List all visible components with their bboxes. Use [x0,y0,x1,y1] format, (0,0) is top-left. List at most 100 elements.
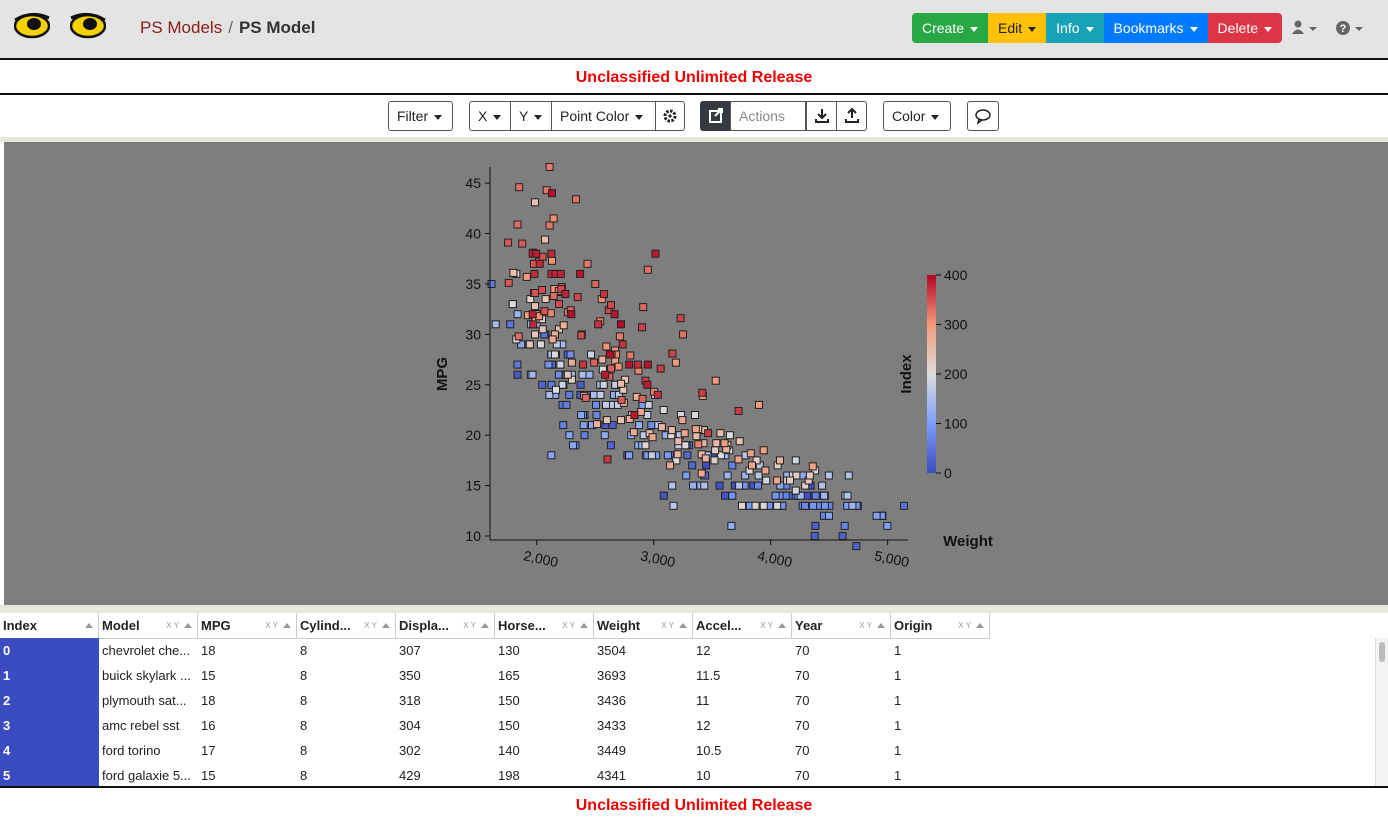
scatter-point[interactable] [725,431,734,440]
scatter-point[interactable] [548,256,556,265]
scatter-point[interactable] [573,293,582,302]
scatter-point[interactable] [565,390,574,399]
scatter-point[interactable] [683,451,692,460]
scatter-point[interactable] [692,432,701,441]
scatter-point[interactable] [691,425,700,434]
upload-button[interactable] [836,101,867,131]
scatter-point[interactable] [900,501,908,510]
scatter-point[interactable] [716,429,725,438]
scatter-point[interactable] [569,441,577,450]
scatter-point[interactable] [602,400,610,409]
breadcrumb-root-link[interactable]: PS Models [140,18,223,37]
scatter-point[interactable] [773,501,782,510]
scatter-point[interactable] [711,376,720,385]
scatter-point[interactable] [647,451,656,460]
scatter-point[interactable] [547,380,556,389]
scatter-point[interactable] [583,259,592,268]
scatter-point[interactable] [549,214,558,223]
comment-button[interactable] [967,101,999,131]
scatter-point[interactable] [598,355,607,364]
scatter-point[interactable] [805,471,814,480]
scatter-point[interactable] [587,350,595,359]
scatter-point[interactable] [561,290,570,298]
scatter-point[interactable] [538,380,547,389]
scatter-point[interactable] [618,340,627,349]
scatter-point[interactable] [791,456,800,465]
scatter-point[interactable] [700,481,709,490]
scatter-point[interactable] [701,454,710,463]
xy-selector[interactable]: X Y [760,621,773,630]
scatter-point[interactable] [704,429,713,438]
scatter-point[interactable] [522,272,531,281]
column-header-displacement[interactable]: Displa... X Y [396,613,495,638]
scatter-point[interactable] [592,411,601,419]
scatter-point[interactable] [633,360,642,369]
open-external-button[interactable] [700,101,731,131]
scatter-point[interactable] [759,446,768,455]
scatter-point[interactable] [610,310,619,319]
sort-arrow-icon[interactable] [778,623,786,628]
scatter-point[interactable] [808,462,817,471]
scatter-point[interactable] [698,388,707,397]
scatter-point[interactable] [638,394,647,403]
scatter-point[interactable] [723,471,732,480]
scatter-point[interactable] [617,416,625,425]
info-button[interactable]: Info [1046,13,1104,43]
scatter-point[interactable] [515,183,524,192]
scatter-point[interactable] [838,532,847,540]
scatter-point[interactable] [666,461,675,470]
scatter-point[interactable] [552,340,561,349]
column-header-mpg[interactable]: MPG X Y [198,613,297,638]
scatter-point[interactable] [715,481,724,490]
scatter-point[interactable] [659,406,668,414]
scatter-point[interactable] [579,421,588,430]
column-header-model[interactable]: Model X Y [99,613,198,638]
scatter-point[interactable] [531,330,539,339]
scatter-point[interactable] [544,360,553,369]
scatter-point[interactable] [656,364,665,373]
scatter-point[interactable] [600,431,609,440]
edit-button[interactable]: Edit [988,13,1047,43]
scatter-point[interactable] [552,385,560,394]
splitter[interactable] [0,137,1388,142]
scatter-point[interactable] [545,390,554,399]
scatter-point[interactable] [754,471,763,480]
scatter-point[interactable] [720,439,729,448]
scatter-point[interactable] [513,370,522,379]
column-header-year[interactable]: Year X Y [792,613,891,638]
scatter-point[interactable] [608,421,617,430]
scatter-point[interactable] [596,390,605,399]
scatter-point[interactable] [581,393,590,402]
scatter-point[interactable] [590,390,598,399]
scatter-point[interactable] [773,476,781,485]
xy-selector[interactable]: X Y [562,621,575,630]
sort-arrow-icon[interactable] [877,623,885,628]
sort-arrow-icon[interactable] [184,623,192,628]
scatter-point[interactable] [761,466,770,475]
scatter-point[interactable] [572,195,580,204]
scatter-point[interactable] [592,400,600,409]
scatter-point[interactable] [734,407,743,415]
scatter-point[interactable] [716,451,725,460]
scatter-point[interactable] [529,320,538,329]
scatter-point[interactable] [576,269,585,278]
scatter-point[interactable] [688,461,697,470]
scatter-point[interactable] [712,439,721,448]
scatter-point[interactable] [734,455,743,464]
table-row[interactable]: 0 chevrolet che... 18 8 307 130 3504 12 70 1 [0,638,990,663]
scatter-point[interactable] [776,456,784,465]
scatter-point[interactable] [843,491,852,500]
scatter-point[interactable] [578,370,587,379]
scatter-point[interactable] [668,349,677,358]
scatter-point[interactable] [738,501,746,510]
scatterplot[interactable]: 2,000 3,000 4,000 5,000 10 15 20 25 30 35 40 45 We… [4,142,1388,605]
scatter-point[interactable] [697,469,706,478]
column-header-cylinders[interactable]: Cylind... X Y [297,613,396,638]
table-row[interactable]: 4 ford torino 17 8 302 140 3449 10.5 70 1 [0,738,990,763]
scatter-point[interactable] [535,259,544,268]
scatter-point[interactable] [508,300,517,309]
user-menu-icon[interactable] [1292,20,1320,38]
scatter-point[interactable] [550,350,559,359]
scatter-point[interactable] [514,332,523,341]
scatter-point[interactable] [852,542,861,551]
